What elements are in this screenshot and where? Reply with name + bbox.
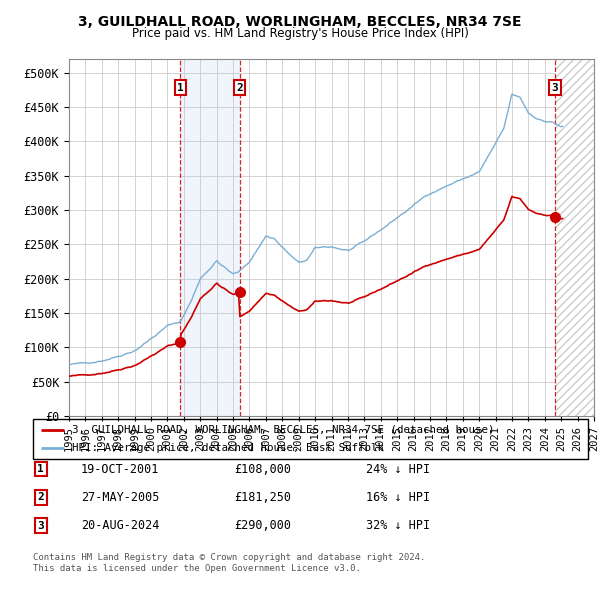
Text: 32% ↓ HPI: 32% ↓ HPI — [366, 519, 430, 532]
Text: 2: 2 — [236, 83, 243, 93]
Text: 24% ↓ HPI: 24% ↓ HPI — [366, 463, 430, 476]
Bar — [181, 59, 239, 416]
Text: Price paid vs. HM Land Registry's House Price Index (HPI): Price paid vs. HM Land Registry's House … — [131, 27, 469, 40]
Text: HPI: Average price, detached house, East Suffolk: HPI: Average price, detached house, East… — [72, 443, 384, 453]
Text: Contains HM Land Registry data © Crown copyright and database right 2024.
This d: Contains HM Land Registry data © Crown c… — [33, 553, 425, 573]
Text: £108,000: £108,000 — [234, 463, 291, 476]
Text: 1: 1 — [37, 464, 44, 474]
Bar — [555, 59, 594, 416]
Text: 2: 2 — [37, 493, 44, 502]
Text: 19-OCT-2001: 19-OCT-2001 — [81, 463, 160, 476]
Text: 27-MAY-2005: 27-MAY-2005 — [81, 491, 160, 504]
Text: 3: 3 — [552, 83, 559, 93]
Text: 1: 1 — [177, 83, 184, 93]
Text: 3, GUILDHALL ROAD, WORLINGHAM, BECCLES, NR34 7SE (detached house): 3, GUILDHALL ROAD, WORLINGHAM, BECCLES, … — [72, 425, 494, 435]
Text: £181,250: £181,250 — [234, 491, 291, 504]
Text: 20-AUG-2024: 20-AUG-2024 — [81, 519, 160, 532]
Text: 3, GUILDHALL ROAD, WORLINGHAM, BECCLES, NR34 7SE: 3, GUILDHALL ROAD, WORLINGHAM, BECCLES, … — [78, 15, 522, 29]
Text: £290,000: £290,000 — [234, 519, 291, 532]
Text: 3: 3 — [37, 521, 44, 530]
Text: 16% ↓ HPI: 16% ↓ HPI — [366, 491, 430, 504]
